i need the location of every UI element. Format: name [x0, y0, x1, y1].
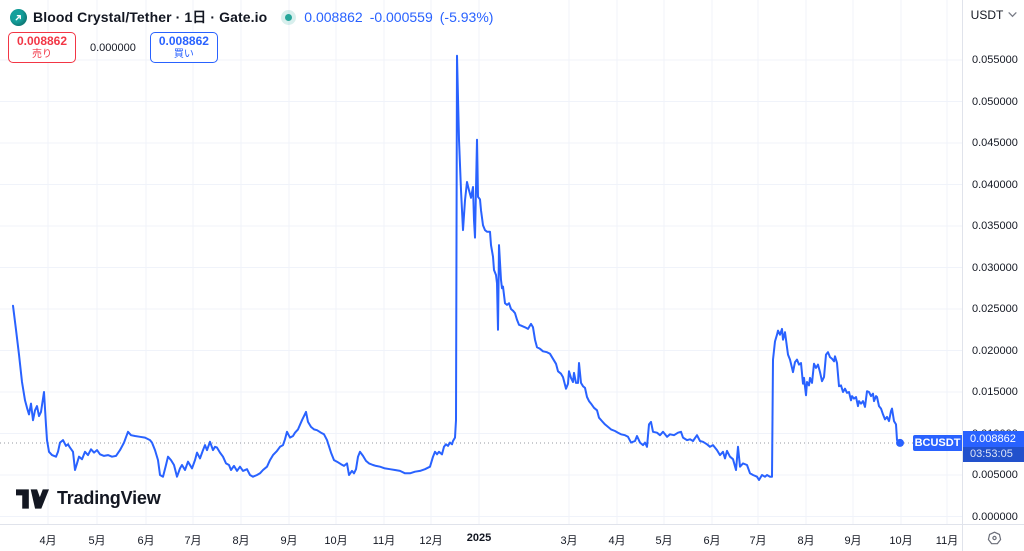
- time-tick-label: 4月: [39, 535, 57, 547]
- time-tick-label: 8月: [797, 535, 815, 547]
- scale-settings-button[interactable]: [962, 524, 1024, 551]
- price-tick-label: 0.025000: [972, 303, 1018, 315]
- time-tick-label: 4月: [608, 535, 626, 547]
- time-tick-label: 7月: [184, 535, 202, 547]
- price-tick-label: 0.055000: [972, 54, 1018, 66]
- time-tick-label: 10月: [324, 535, 348, 547]
- time-axis[interactable]: 4月 5月 6月 7月 8月 9月 10月 11月 12月 2025 3月 4月 5月 6月 7月 8月 9月 1…: [0, 524, 962, 551]
- buy-button[interactable]: 0.008862 買い: [149, 32, 218, 63]
- header-change-pct: (-5.93%): [439, 9, 494, 25]
- time-tick-label: 12月: [419, 535, 443, 547]
- price-tick-label: 0.045000: [972, 137, 1018, 149]
- price-axis[interactable]: USDT 0.008862 03:53:05 0.055000 0.050000 0…: [962, 0, 1024, 524]
- header-last-price: 0.008862: [304, 9, 363, 25]
- header-change: -0.000559: [369, 9, 433, 25]
- last-price-marker: [896, 438, 904, 447]
- tradingview-logo-text: TradingView: [57, 488, 161, 508]
- time-tick-label: 10月: [889, 535, 913, 547]
- spread-value: 0.000000: [90, 41, 136, 54]
- sell-button[interactable]: 0.008862 売り: [8, 32, 76, 63]
- header-quote: 0.008862 -0.000559 (-5.93%): [304, 9, 493, 25]
- sell-price: 0.008862: [16, 33, 68, 48]
- current-price-tag: 0.008862 03:53:05: [963, 430, 1024, 462]
- coin-logo-icon: [10, 8, 27, 26]
- bar-countdown: 03:53:05: [963, 446, 1024, 462]
- current-price-value: 0.008862: [963, 430, 1024, 447]
- tradingview-mark-icon: [16, 488, 49, 509]
- time-tick-label: 9月: [844, 535, 862, 547]
- price-tick-label: 0.030000: [972, 261, 1018, 274]
- price-tick-label: 0.005000: [972, 469, 1018, 481]
- currency-label: USDT: [970, 8, 1004, 22]
- time-tick-label: 11月: [935, 535, 959, 547]
- symbol-title[interactable]: Blood Crystal/Tether · 1日 · Gate.io: [33, 9, 268, 25]
- time-tick-label: 7月: [749, 535, 767, 547]
- chevron-down-icon: [1008, 12, 1017, 18]
- price-tick-label: 0.015000: [972, 386, 1018, 398]
- currency-dropdown[interactable]: USDT: [963, 8, 1024, 22]
- time-tick-label: 9月: [280, 535, 298, 547]
- scale-mode-icon: [987, 531, 1001, 544]
- price-tick-label: 0.040000: [972, 178, 1018, 191]
- time-tick-label: 8月: [232, 535, 250, 547]
- buy-label: 買い: [173, 48, 194, 60]
- series-flag[interactable]: BCUSDT: [913, 434, 962, 451]
- tradingview-logo[interactable]: TradingView: [16, 488, 161, 509]
- price-tick-label: 0.050000: [972, 95, 1018, 108]
- market-status-dot-icon[interactable]: [285, 13, 293, 21]
- price-tick-label: 0.000000: [972, 510, 1018, 523]
- time-tick-label: 3月: [560, 535, 578, 547]
- price-tick-label: 0.020000: [972, 344, 1018, 357]
- time-tick-label: 6月: [703, 535, 721, 547]
- time-tick-label: 5月: [88, 535, 106, 547]
- time-tick-label: 5月: [655, 535, 673, 547]
- chart-header: Blood Crystal/Tether · 1日 · Gate.io 0.00…: [10, 7, 493, 27]
- time-tick-label: 11月: [372, 535, 396, 547]
- price-tick-label: 0.035000: [972, 220, 1018, 232]
- buy-price: 0.008862: [158, 33, 209, 48]
- buy-sell-panel: 0.008862 売り 0.000000 0.008862 買い: [8, 32, 218, 63]
- sell-label: 売り: [32, 48, 52, 60]
- time-tick-label: 6月: [137, 535, 155, 547]
- time-tick-label: 2025: [466, 532, 492, 544]
- price-line-series: [12, 54, 901, 481]
